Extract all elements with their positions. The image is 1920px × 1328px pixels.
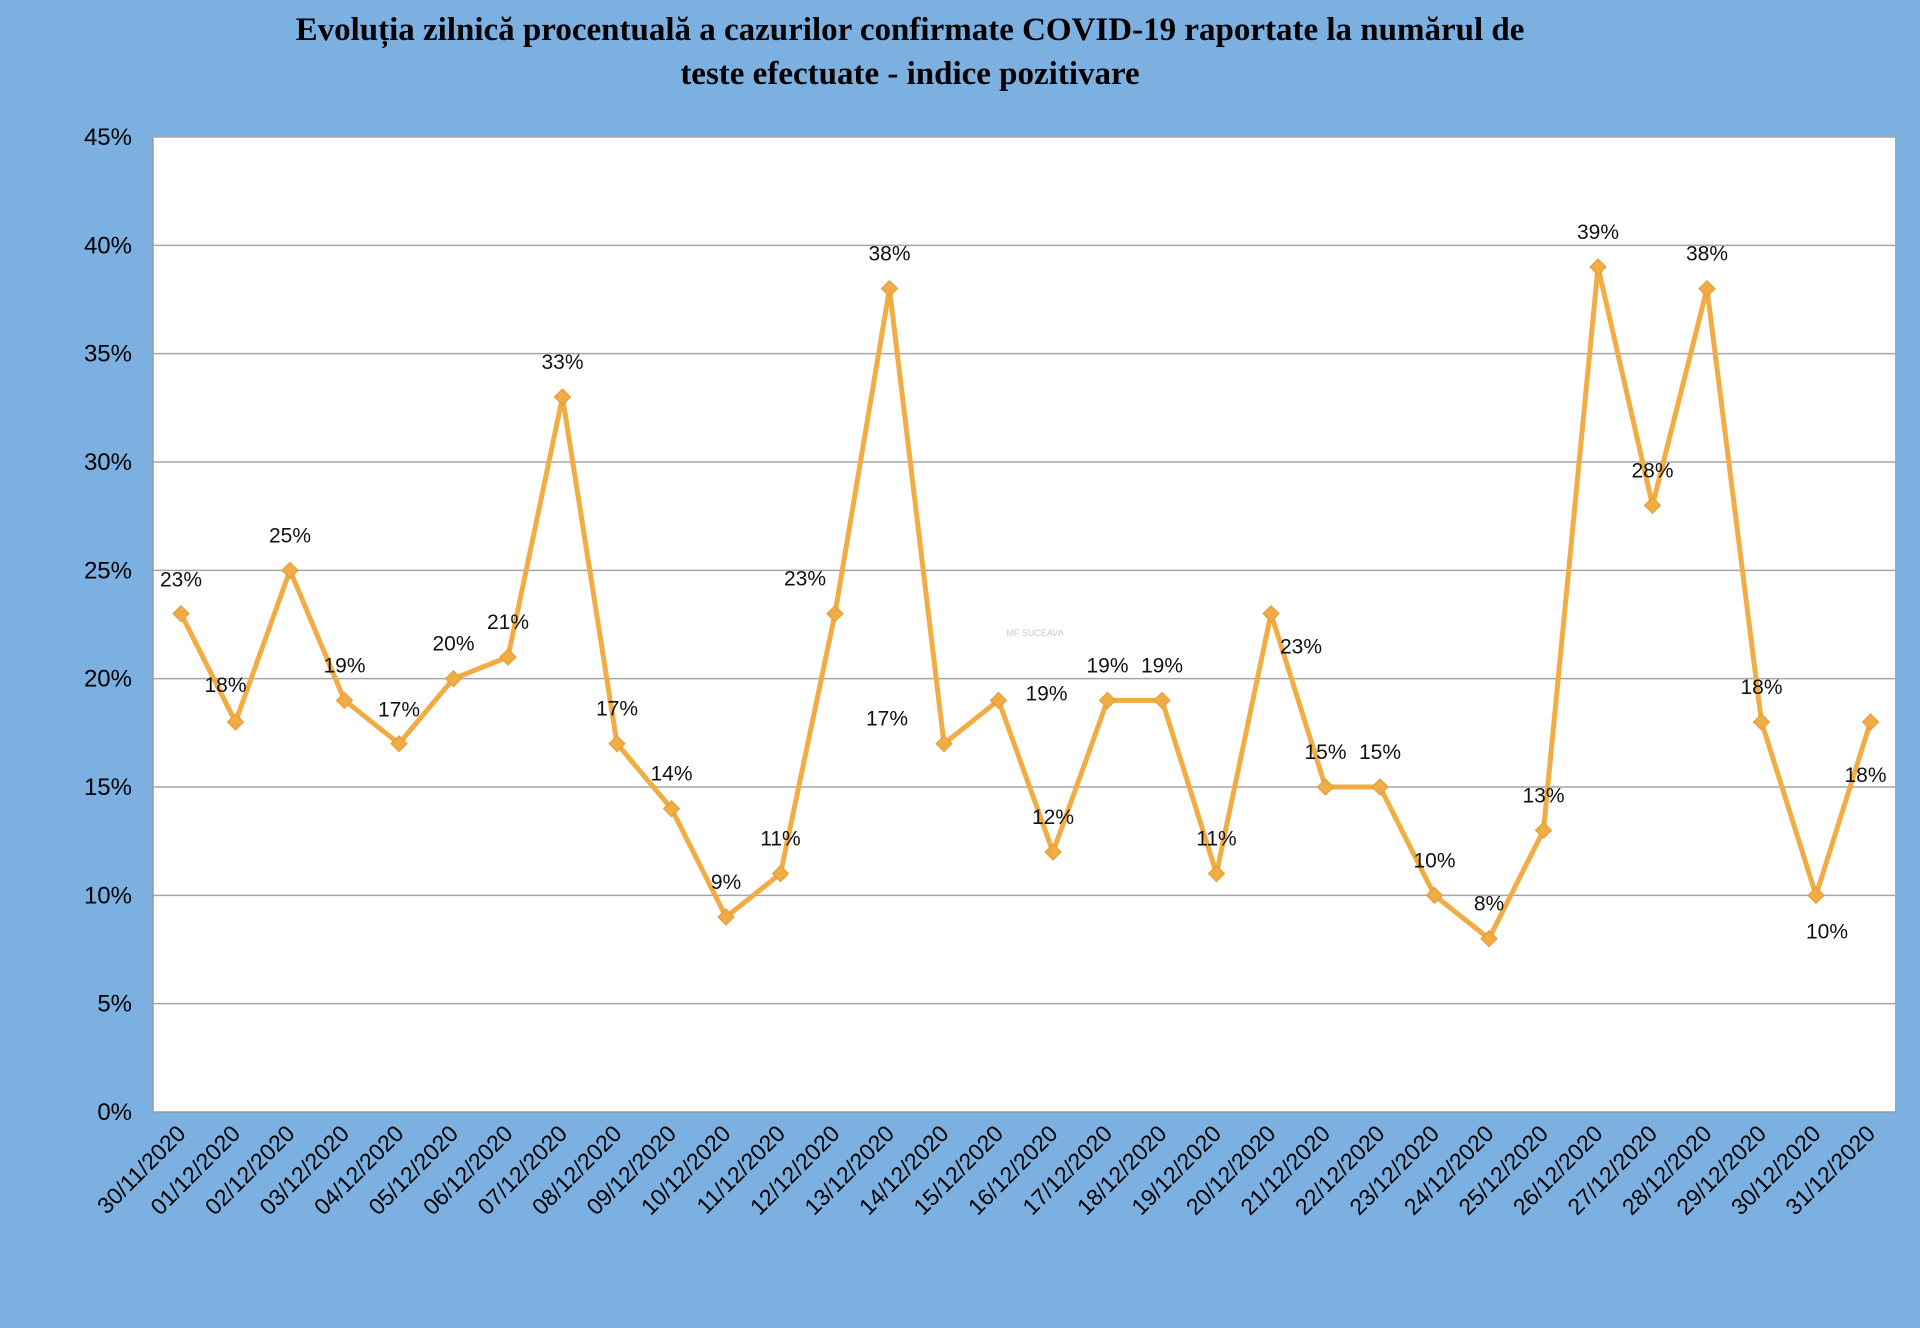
data-label: 8% <box>1474 893 1504 916</box>
data-label: 9% <box>711 871 741 894</box>
y-tick-label: 40% <box>84 232 132 259</box>
data-label: 18% <box>1740 676 1782 699</box>
data-point <box>281 561 299 580</box>
data-label: 12% <box>1032 806 1074 829</box>
data-label: 38% <box>1686 243 1728 266</box>
data-point <box>1589 258 1607 276</box>
data-label: 10% <box>1413 849 1455 872</box>
data-point <box>880 279 899 298</box>
data-point <box>1316 778 1335 796</box>
data-point <box>1752 713 1771 731</box>
series-line <box>178 264 1873 942</box>
data-point <box>1044 843 1062 861</box>
y-tick-label: 15% <box>84 774 132 801</box>
data-label: 13% <box>1522 784 1564 807</box>
data-labels: 23% 18% 25% 19% 17% 20% 21% 33% 17% 14% 9% 11% 23% 38… <box>160 221 1887 943</box>
data-label: 18% <box>204 674 246 697</box>
y-tick-label: 30% <box>84 449 132 476</box>
data-label: 19% <box>1141 654 1183 677</box>
data-point <box>826 604 844 623</box>
y-tick-label: 5% <box>97 991 132 1018</box>
y-tick-label: 45% <box>84 124 132 151</box>
data-label: 33% <box>541 351 583 374</box>
data-point <box>771 864 790 883</box>
y-tick-label: 25% <box>84 557 132 584</box>
data-label: 20% <box>432 633 474 656</box>
chart-title: Evoluția zilnică procentuală a cazurilor… <box>220 8 1600 96</box>
data-point <box>608 734 626 753</box>
data-label: 18% <box>1844 764 1886 787</box>
data-label: 23% <box>1280 636 1322 659</box>
data-point <box>1480 929 1498 948</box>
series <box>172 258 1880 948</box>
data-point <box>717 908 735 926</box>
data-label: 10% <box>1806 920 1848 943</box>
data-label: 14% <box>650 763 692 786</box>
data-label: 19% <box>1086 654 1128 677</box>
data-label: 11% <box>1196 828 1236 851</box>
data-point <box>172 604 190 623</box>
data-point <box>390 734 408 753</box>
data-point <box>444 669 463 688</box>
data-point <box>1861 713 1880 731</box>
data-label: 39% <box>1577 221 1619 244</box>
chart-title-line-1: Evoluția zilnică procentuală a cazurilor… <box>295 12 1525 48</box>
data-label: 25% <box>269 524 311 547</box>
data-label: 23% <box>160 569 202 592</box>
data-point <box>1643 496 1662 515</box>
data-label: 15% <box>1304 741 1346 764</box>
data-point <box>1262 604 1280 623</box>
data-label: 11% <box>760 828 800 851</box>
data-point <box>1698 279 1716 298</box>
y-tick-label: 10% <box>84 882 132 909</box>
data-point <box>935 734 953 753</box>
watermark: MF SUCEAVA <box>1006 628 1063 638</box>
data-point <box>989 691 1008 710</box>
data-label: 15% <box>1359 741 1401 764</box>
data-label: 17% <box>596 698 638 721</box>
data-point <box>553 388 572 406</box>
chart-title-line-2: teste efectuate - indice pozitivare <box>680 56 1140 92</box>
data-point <box>1534 821 1553 840</box>
data-point <box>1807 886 1825 905</box>
data-point <box>662 799 681 818</box>
data-point <box>226 713 245 731</box>
data-point <box>1371 778 1389 796</box>
data-point <box>1153 691 1171 710</box>
data-point <box>499 648 517 666</box>
data-label: 17% <box>378 699 420 722</box>
data-label: 19% <box>1025 682 1067 705</box>
y-tick-label: 35% <box>84 341 132 368</box>
data-label: 19% <box>323 654 365 677</box>
data-point <box>1098 691 1117 710</box>
data-label: 17% <box>866 708 908 731</box>
data-point <box>1425 886 1444 905</box>
data-point <box>335 691 354 710</box>
gridlines <box>153 136 1895 1005</box>
data-label: 21% <box>487 611 529 634</box>
data-label: 28% <box>1631 459 1673 482</box>
y-tick-label: 20% <box>84 666 132 693</box>
y-tick-label: 0% <box>97 1099 132 1126</box>
data-label: 23% <box>784 568 826 591</box>
data-label: 38% <box>868 243 910 266</box>
plot-area <box>153 137 1895 1112</box>
data-point <box>1207 864 1226 883</box>
